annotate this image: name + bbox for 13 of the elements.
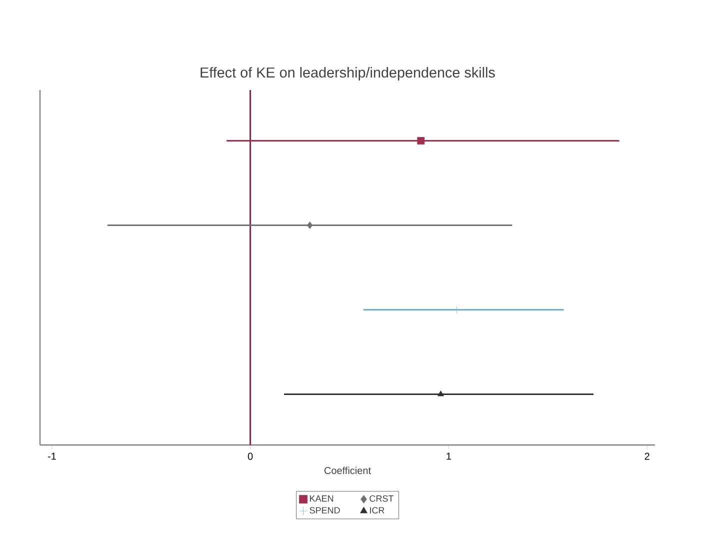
legend-label: KAEN (310, 495, 334, 502)
point (306, 222, 313, 229)
legend-label: CRST (370, 495, 394, 502)
legend-label: SPEND (310, 507, 340, 514)
point (438, 390, 444, 396)
point (417, 137, 425, 144)
x-tick-label: -1 (48, 452, 56, 460)
chart-title: Effect of KE on leadership/independence skills (200, 67, 495, 80)
x-tick-label: 2 (644, 452, 650, 460)
x-tick-label: 0 (248, 452, 253, 460)
legend-label: ICR (370, 507, 384, 514)
x-tick-label: 1 (446, 452, 451, 460)
x-axis-title: Coefficient (324, 466, 371, 474)
